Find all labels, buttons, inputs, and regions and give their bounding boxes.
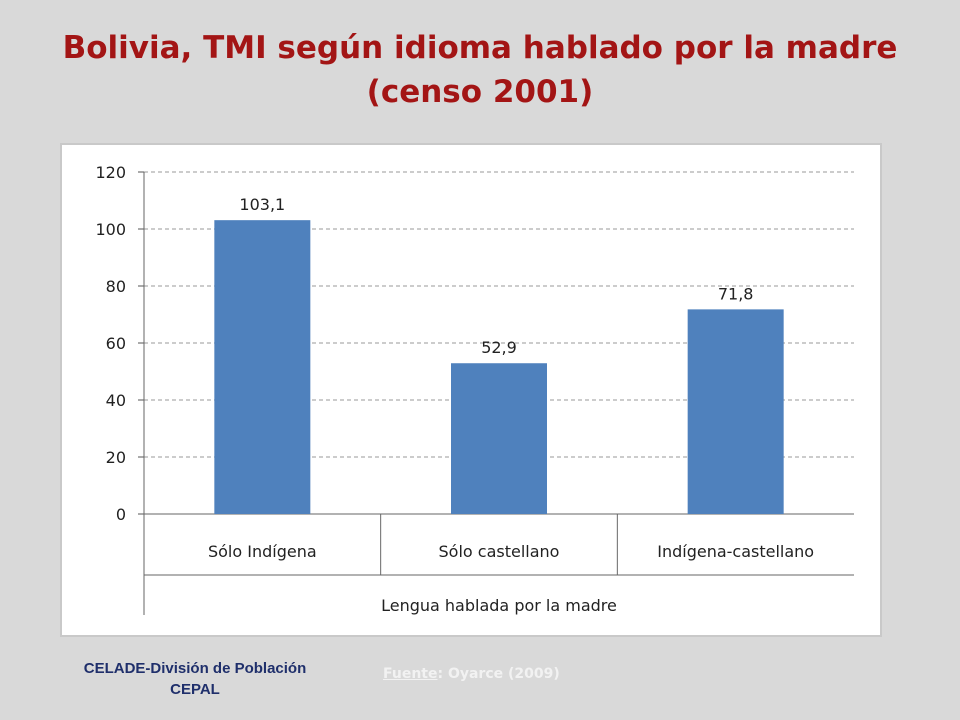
data-label: 103,1	[239, 195, 285, 214]
footer-org-line2: CEPAL	[170, 681, 220, 698]
bar	[451, 363, 547, 514]
category-label: Indígena-castellano	[657, 542, 814, 561]
y-tick-label: 60	[106, 334, 126, 353]
data-label: 52,9	[481, 338, 517, 357]
y-tick-label: 80	[106, 277, 126, 296]
footer-organization: CELADE-División de Población CEPAL	[60, 658, 330, 700]
y-tick-label: 20	[106, 448, 126, 467]
y-tick-label: 120	[95, 163, 126, 182]
x-axis-title: Lengua hablada por la madre	[381, 596, 617, 615]
slide-title: Bolivia, TMI según idioma hablado por la…	[62, 30, 898, 110]
source-link[interactable]: Fuente	[383, 666, 438, 682]
data-label: 71,8	[718, 284, 754, 303]
source-text: : Oyarce (2009)	[437, 666, 560, 682]
y-tick-label: 40	[106, 391, 126, 410]
footer-org-line1: CELADE-División de Población	[83, 660, 307, 677]
bar-chart: 0 20 40 60 80 100 120 103,1 Sólo Indígena 52,9 Sól…	[95, 163, 854, 615]
bar	[214, 220, 311, 514]
category-label: Sólo Indígena	[208, 542, 317, 561]
chart-panel: 0 20 40 60 80 100 120 103,1 Sólo Indígena 52,9 Sól…	[60, 143, 882, 637]
category-label: Sólo castellano	[439, 542, 560, 561]
y-tick-label: 0	[116, 505, 126, 524]
bar	[687, 309, 784, 514]
footer-source: Fuente: Oyarce (2009)	[383, 666, 560, 682]
y-tick-label: 100	[95, 220, 126, 239]
